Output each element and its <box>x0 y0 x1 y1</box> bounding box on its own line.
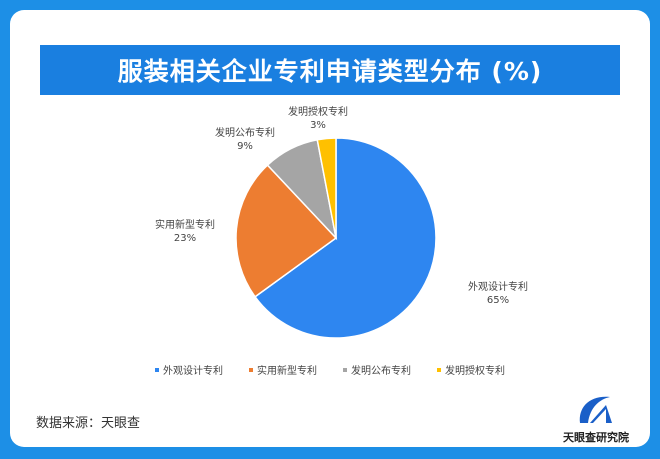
legend-swatch <box>249 367 253 372</box>
data-source: 数据来源：天眼查 <box>36 416 141 431</box>
legend: 外观设计专利 实用新型专利 发明公布专利 发明授权专利 <box>0 362 660 377</box>
slice-category-label: 外观设计专利 <box>468 280 528 293</box>
pie-slice-0 <box>254 137 437 339</box>
legend-item: 发明公布专利 <box>343 362 411 377</box>
slice-value-label: 23% <box>174 233 196 244</box>
chart-title: 服装相关企业专利申请类型分布 (%) <box>40 45 620 95</box>
pie-slice-3 <box>316 137 337 239</box>
legend-swatch <box>343 367 347 372</box>
logo-text: 天眼查研究院 <box>563 431 629 444</box>
legend-label: 发明公布专利 <box>351 366 411 377</box>
slice-category-label: 发明公布专利 <box>215 126 275 139</box>
logo-icon <box>579 396 612 423</box>
legend-swatch <box>155 367 159 372</box>
legend-label: 发明授权专利 <box>445 366 505 377</box>
legend-label: 外观设计专利 <box>163 366 223 377</box>
slice-value-label: 65% <box>487 295 509 306</box>
slice-category-label: 发明授权专利 <box>288 105 348 118</box>
legend-swatch <box>437 367 441 372</box>
legend-label: 实用新型专利 <box>257 366 317 377</box>
slice-value-label: 3% <box>310 120 326 131</box>
legend-item: 实用新型专利 <box>249 362 317 377</box>
pie-slice-1 <box>235 164 338 298</box>
slice-category-label: 实用新型专利 <box>155 218 215 231</box>
logo: 天眼查研究院 <box>560 393 632 445</box>
legend-item: 外观设计专利 <box>155 362 223 377</box>
legend-item: 发明授权专利 <box>437 362 505 377</box>
slice-value-label: 9% <box>237 141 253 152</box>
